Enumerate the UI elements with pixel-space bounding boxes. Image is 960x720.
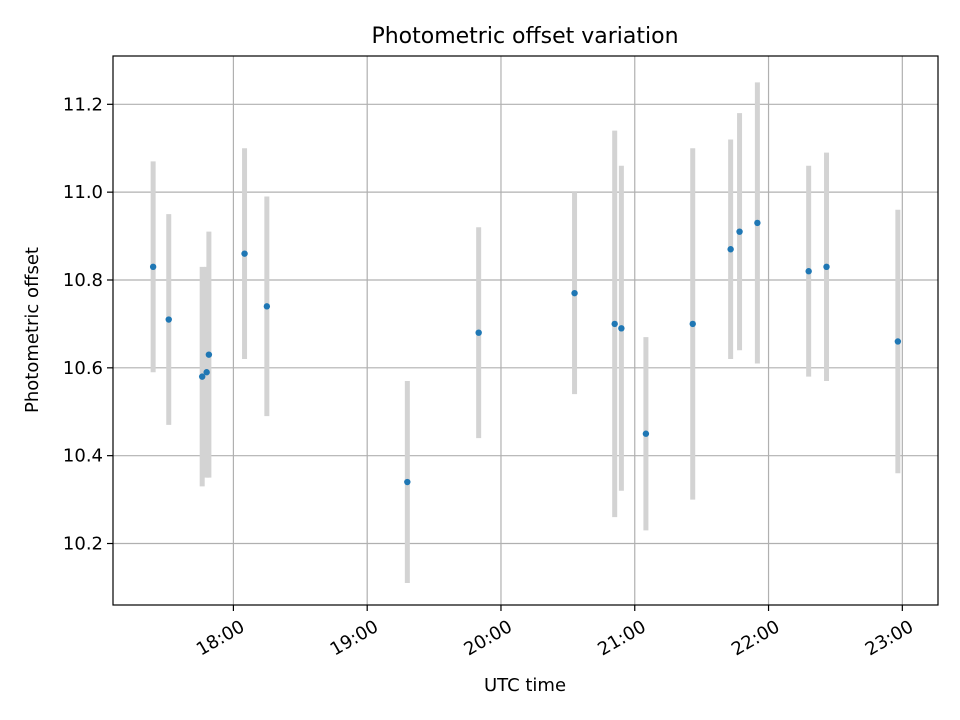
y-tick-label: 10.4 bbox=[63, 446, 103, 467]
data-point bbox=[404, 478, 411, 486]
chart-title: Photometric offset variation bbox=[371, 24, 678, 49]
data-point bbox=[149, 263, 157, 271]
data-point bbox=[823, 263, 830, 271]
y-axis-label: Photometric offset bbox=[22, 247, 43, 413]
data-point bbox=[241, 250, 248, 257]
data-point bbox=[611, 320, 618, 328]
data-point bbox=[805, 268, 812, 275]
x-axis-label: UTC time bbox=[484, 675, 566, 696]
data-point bbox=[727, 246, 734, 253]
data-point bbox=[736, 228, 743, 235]
data-point bbox=[203, 369, 210, 376]
y-tick-label: 11.0 bbox=[63, 182, 103, 203]
data-point bbox=[263, 303, 271, 310]
data-point bbox=[571, 289, 578, 297]
data-point bbox=[165, 316, 172, 323]
data-point bbox=[894, 338, 902, 345]
data-point bbox=[475, 329, 482, 336]
y-tick-label: 11.2 bbox=[63, 94, 103, 115]
data-point bbox=[642, 430, 650, 437]
y-tick-label: 10.8 bbox=[63, 270, 103, 291]
data-point bbox=[205, 351, 213, 358]
data-point bbox=[754, 219, 761, 227]
y-tick-label: 10.2 bbox=[63, 534, 103, 555]
data-point bbox=[689, 320, 696, 328]
data-points bbox=[149, 219, 902, 486]
data-point bbox=[618, 325, 625, 332]
data-point bbox=[198, 373, 206, 380]
y-axis-ticks: 10.2 10.4 10.6 10.8 11.0 11.2 bbox=[63, 94, 113, 555]
plot-area-frame bbox=[112, 55, 939, 606]
y-tick-label: 10.6 bbox=[63, 358, 103, 379]
grid bbox=[113, 56, 938, 605]
